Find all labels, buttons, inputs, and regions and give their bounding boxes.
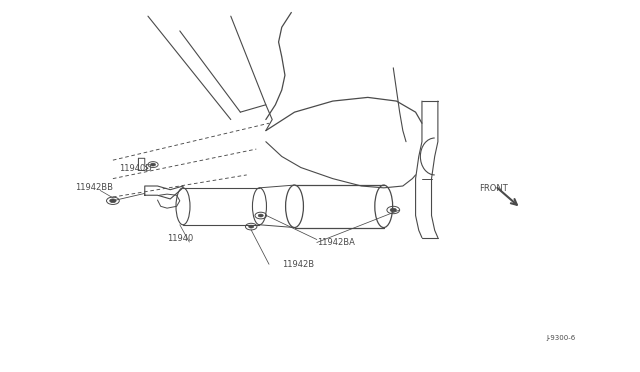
- Text: 11940: 11940: [167, 234, 193, 243]
- Circle shape: [248, 225, 253, 228]
- Circle shape: [258, 214, 263, 217]
- Text: 11940D: 11940D: [119, 164, 152, 173]
- Text: 11942BA: 11942BA: [317, 238, 355, 247]
- Text: FRONT: FRONT: [479, 185, 508, 193]
- Text: J-9300-6: J-9300-6: [546, 335, 575, 341]
- Circle shape: [390, 208, 396, 212]
- Text: 11942BB: 11942BB: [75, 183, 113, 192]
- Circle shape: [109, 199, 116, 203]
- Circle shape: [150, 163, 156, 166]
- Text: 11942B: 11942B: [282, 260, 314, 269]
